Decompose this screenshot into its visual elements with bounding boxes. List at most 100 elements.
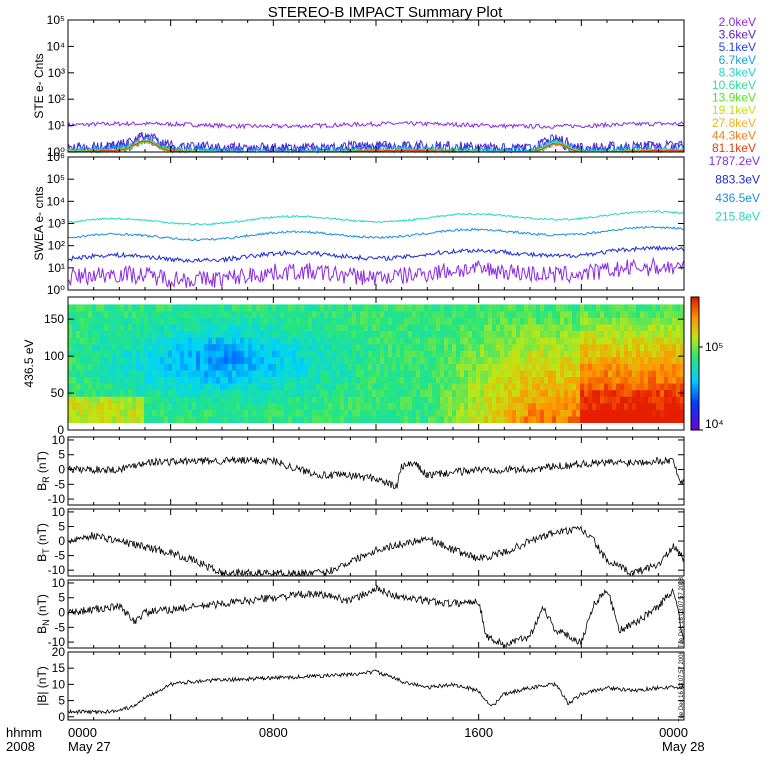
heatmap-cell <box>660 324 665 332</box>
heatmap-cell <box>472 304 477 312</box>
heatmap-cell <box>644 324 649 332</box>
heatmap-cell <box>628 324 633 332</box>
heatmap-cell <box>468 383 473 391</box>
heatmap-cell <box>468 409 473 417</box>
heatmap-cell <box>420 370 425 378</box>
heatmap-cell <box>648 317 653 325</box>
heatmap-cell <box>484 356 489 364</box>
heatmap-cell <box>292 389 297 397</box>
heatmap-cell <box>584 383 589 391</box>
heatmap-cell <box>100 363 105 371</box>
heatmap-cell <box>180 350 185 358</box>
heatmap-cell <box>340 402 345 410</box>
heatmap-cell <box>520 310 525 318</box>
heatmap-cell <box>272 370 277 378</box>
heatmap-cell <box>204 402 209 410</box>
heatmap-cell <box>588 389 593 397</box>
heatmap-cell <box>428 409 433 417</box>
heatmap-cell <box>196 416 201 424</box>
heatmap-cell <box>532 330 537 338</box>
heatmap-cell <box>584 337 589 345</box>
heatmap-cell <box>616 324 621 332</box>
heatmap-cell <box>224 324 229 332</box>
heatmap-cell <box>348 304 353 312</box>
heatmap-cell <box>200 343 205 351</box>
heatmap-cell <box>72 304 77 312</box>
heatmap-cell <box>168 356 173 364</box>
heatmap-cell <box>288 330 293 338</box>
heatmap-cell <box>204 363 209 371</box>
heatmap-cell <box>584 350 589 358</box>
heatmap-cell <box>320 330 325 338</box>
heatmap-cell <box>132 376 137 384</box>
y-tick-label: 10¹ <box>48 261 65 275</box>
heatmap-cell <box>604 370 609 378</box>
y-tick-label: 10⁵ <box>47 172 65 186</box>
heatmap-cell <box>592 304 597 312</box>
heatmap-cell <box>500 343 505 351</box>
heatmap-cell <box>480 304 485 312</box>
heatmap-cell <box>292 350 297 358</box>
heatmap-cell <box>448 370 453 378</box>
heatmap-cell <box>316 304 321 312</box>
heatmap-cell <box>208 416 213 424</box>
heatmap-cell <box>80 343 85 351</box>
heatmap-cell <box>488 304 493 312</box>
heatmap-cell <box>504 396 509 404</box>
heatmap-cell <box>272 383 277 391</box>
heatmap-cell <box>512 376 517 384</box>
heatmap-cell <box>332 330 337 338</box>
heatmap-cell <box>468 304 473 312</box>
heatmap-cell <box>80 304 85 312</box>
x-tick-label: 0000 <box>659 725 688 740</box>
heatmap-cell <box>452 363 457 371</box>
heatmap-cell <box>488 402 493 410</box>
heatmap-cell <box>584 356 589 364</box>
heatmap-cell <box>520 317 525 325</box>
heatmap-cell <box>672 330 677 338</box>
heatmap-cell <box>392 370 397 378</box>
heatmap-cell <box>640 416 645 424</box>
heatmap-cell <box>316 324 321 332</box>
heatmap-cell <box>444 304 449 312</box>
heatmap-cell <box>640 343 645 351</box>
heatmap-cell <box>576 343 581 351</box>
y-tick-label: 10⁴ <box>46 194 65 208</box>
heatmap-cell <box>164 310 169 318</box>
heatmap-cell <box>608 363 613 371</box>
heatmap-cell <box>572 324 577 332</box>
heatmap-cell <box>108 396 113 404</box>
heatmap-cell <box>120 343 125 351</box>
heatmap-cell <box>136 363 141 371</box>
heatmap-cell <box>504 409 509 417</box>
heatmap-cell <box>288 356 293 364</box>
heatmap-cell <box>256 337 261 345</box>
heatmap-cell <box>388 402 393 410</box>
heatmap-cell <box>236 363 241 371</box>
heatmap-cell <box>652 383 657 391</box>
heatmap-cell <box>620 356 625 364</box>
heatmap-cell <box>372 396 377 404</box>
heatmap-cell <box>476 324 481 332</box>
heatmap-cell <box>72 343 77 351</box>
heatmap-cell <box>356 304 361 312</box>
heatmap-cell <box>192 363 197 371</box>
heatmap-cell <box>164 416 169 424</box>
heatmap-cell <box>332 402 337 410</box>
heatmap-cell <box>596 304 601 312</box>
y-tick-label: 0 <box>58 534 65 548</box>
heatmap-cell <box>488 363 493 371</box>
heatmap-cell <box>412 356 417 364</box>
heatmap-cell <box>628 402 633 410</box>
heatmap-cell <box>268 389 273 397</box>
heatmap-cell <box>648 356 653 364</box>
heatmap-cell <box>252 363 257 371</box>
heatmap-cell <box>100 409 105 417</box>
heatmap-cell <box>108 376 113 384</box>
heatmap-cell <box>220 376 225 384</box>
heatmap-cell <box>664 324 669 332</box>
heatmap-cell <box>256 409 261 417</box>
heatmap-cell <box>232 389 237 397</box>
heatmap-cell <box>640 337 645 345</box>
heatmap-cell <box>272 317 277 325</box>
